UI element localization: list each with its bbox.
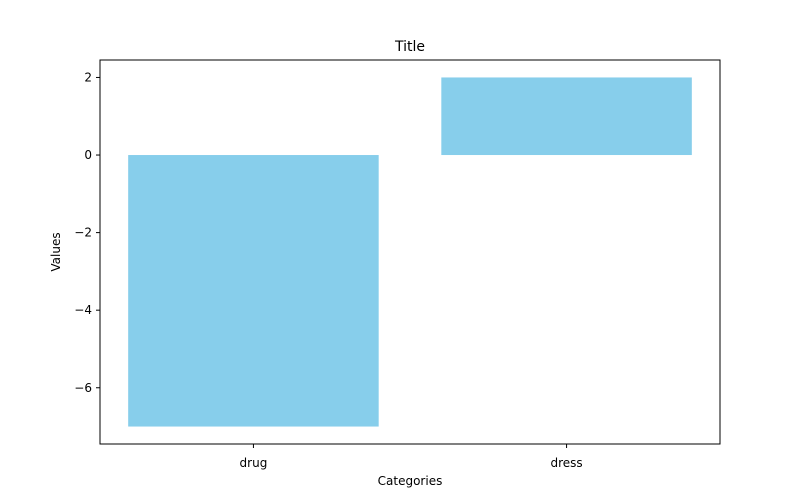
plot-frame (99, 59, 721, 445)
x-tick-label-drug: drug (240, 456, 268, 470)
y-tick-label: 0 (84, 148, 92, 162)
x-axis-ticks: drug dress (240, 444, 583, 470)
y-tick-label: −2 (74, 226, 92, 240)
y-tick-label: 2 (84, 70, 92, 84)
bar-drug (128, 155, 379, 427)
x-tick-label-dress: dress (550, 456, 582, 470)
bars-group (128, 77, 692, 427)
y-tick-label: −6 (74, 381, 92, 395)
y-axis-ticks: −6 −4 −2 0 2 (74, 70, 100, 395)
y-axis-label: Values (49, 232, 63, 271)
x-axis-label: Categories (378, 474, 443, 488)
y-tick-label: −4 (74, 303, 92, 317)
chart-title: Title (394, 39, 425, 55)
bar-dress (441, 77, 692, 156)
